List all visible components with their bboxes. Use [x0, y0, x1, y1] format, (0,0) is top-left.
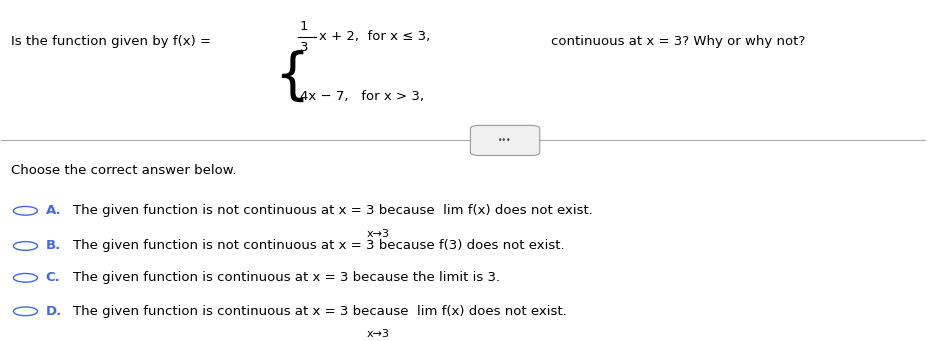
Text: continuous at x = 3? Why or why not?: continuous at x = 3? Why or why not?: [552, 35, 806, 48]
Text: C.: C.: [45, 271, 60, 284]
Text: 3: 3: [300, 41, 309, 54]
Text: A.: A.: [45, 204, 61, 217]
Text: x→3: x→3: [367, 329, 390, 339]
Text: Is the function given by f(x) =: Is the function given by f(x) =: [10, 35, 210, 48]
Text: The given function is continuous at x = 3 because  lim f(x) does not exist.: The given function is continuous at x = …: [72, 305, 566, 318]
Text: The given function is not continuous at x = 3 because f(3) does not exist.: The given function is not continuous at …: [72, 239, 565, 252]
Text: D.: D.: [45, 305, 62, 318]
Text: x→3: x→3: [367, 228, 390, 239]
Text: 4x − 7,   for x > 3,: 4x − 7, for x > 3,: [300, 90, 424, 103]
Text: The given function is continuous at x = 3 because the limit is 3.: The given function is continuous at x = …: [72, 271, 500, 284]
Text: 1: 1: [300, 20, 309, 33]
FancyBboxPatch shape: [470, 125, 540, 155]
Text: Choose the correct answer below.: Choose the correct answer below.: [10, 164, 236, 177]
Text: x + 2,  for x ≤ 3,: x + 2, for x ≤ 3,: [319, 30, 430, 43]
Text: B.: B.: [45, 239, 61, 252]
Text: {: {: [274, 50, 310, 104]
Text: The given function is not continuous at x = 3 because  lim f(x) does not exist.: The given function is not continuous at …: [72, 204, 592, 217]
Text: •••: •••: [499, 136, 512, 145]
